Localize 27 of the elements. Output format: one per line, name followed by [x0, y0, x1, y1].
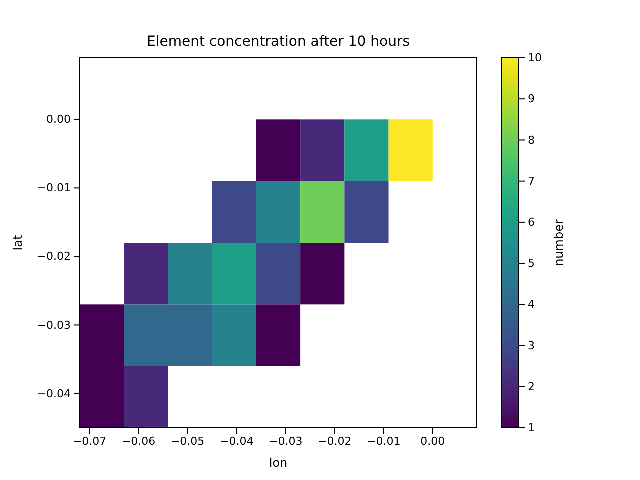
x-tick-label: −0.05	[170, 434, 205, 448]
color-bar-label: 2	[528, 380, 535, 394]
x-tick-label: −0.03	[268, 434, 303, 448]
color-bar-label: 5	[528, 257, 535, 270]
color-bar-label: 1	[528, 422, 535, 435]
y-tick-label: −0.04	[37, 387, 71, 400]
color-bar-label: 6	[528, 216, 535, 229]
y-tick-label: −0.02	[37, 250, 71, 264]
x-tick-label: 0.00	[420, 434, 446, 448]
chart-title: Element concentration after 10 hours	[146, 34, 410, 50]
x-tick-label: −0.01	[367, 434, 401, 448]
color-bar-label: 3	[528, 339, 535, 352]
y-axis-title: lat	[11, 235, 25, 251]
color-bar-label: 9	[528, 92, 535, 106]
color-bar-label: 8	[528, 134, 535, 147]
color-bar-label: 7	[528, 174, 535, 188]
color-bar-title: number	[552, 220, 566, 266]
x-tick-label: −0.07	[72, 434, 107, 448]
color-bar-label: 10	[528, 52, 542, 65]
x-tick-label: −0.04	[220, 434, 254, 448]
y-tick-label: −0.01	[37, 182, 71, 195]
color-bar-label: 4	[528, 298, 535, 312]
y-tick-label: 0.00	[46, 113, 71, 126]
x-tick-label: −0.06	[122, 434, 156, 448]
x-axis-title: lon	[269, 456, 288, 470]
x-tick-label: −0.02	[318, 434, 352, 448]
y-tick-label: −0.03	[37, 318, 71, 332]
